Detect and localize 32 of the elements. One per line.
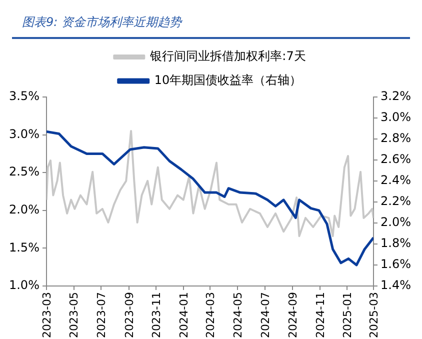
y2-tick-label: 2.0%: [380, 215, 412, 230]
y-tick-label: 2.0%: [8, 202, 40, 217]
y-tick-label: 1.5%: [8, 240, 40, 254]
y-tick-label: 3.5%: [8, 89, 40, 104]
legend-label: 银行间同业拆借加权利率:7天: [149, 49, 306, 64]
y2-tick-label: 1.6%: [380, 257, 412, 272]
x-tick-label: 2024-07: [258, 292, 272, 338]
legend-label: 10年期国债收益率（右轴）: [154, 73, 302, 88]
y2-tick-label: 3.0%: [380, 110, 412, 124]
y-tick-label: 1.0%: [8, 278, 40, 292]
x-tick-label: 2023-03: [40, 292, 54, 338]
x-tick-label: 2024-03: [204, 292, 218, 338]
x-tick-label: 2024-09: [286, 292, 300, 338]
x-tick-label: 2023-11: [150, 292, 164, 338]
x-tick-label: 2024-11: [314, 292, 327, 338]
x-tick-label: 2023-09: [122, 292, 136, 338]
x-tick-label: 2025-03: [367, 292, 380, 338]
y2-tick-label: 2.2%: [380, 194, 412, 208]
x-tick-label: 2025-01: [341, 292, 354, 338]
x-tick-label: 2024-01: [177, 292, 190, 338]
y2-tick-label: 2.8%: [380, 131, 412, 146]
chart-title: 图表9: 资金市场利率近期趋势: [12, 14, 410, 39]
y-tick-label: 2.5%: [8, 164, 40, 179]
x-tick-label: 2023-05: [68, 292, 81, 338]
y2-tick-label: 1.8%: [380, 236, 412, 250]
x-tick-label: 2023-07: [95, 292, 108, 338]
y-tick-label: 3.0%: [8, 126, 40, 141]
y2-tick-label: 2.4%: [380, 173, 412, 188]
y2-tick-label: 1.4%: [380, 278, 412, 292]
y2-tick-label: 2.6%: [380, 152, 412, 166]
y2-tick-label: 3.2%: [380, 89, 412, 104]
x-tick-label: 2024-05: [231, 292, 244, 338]
